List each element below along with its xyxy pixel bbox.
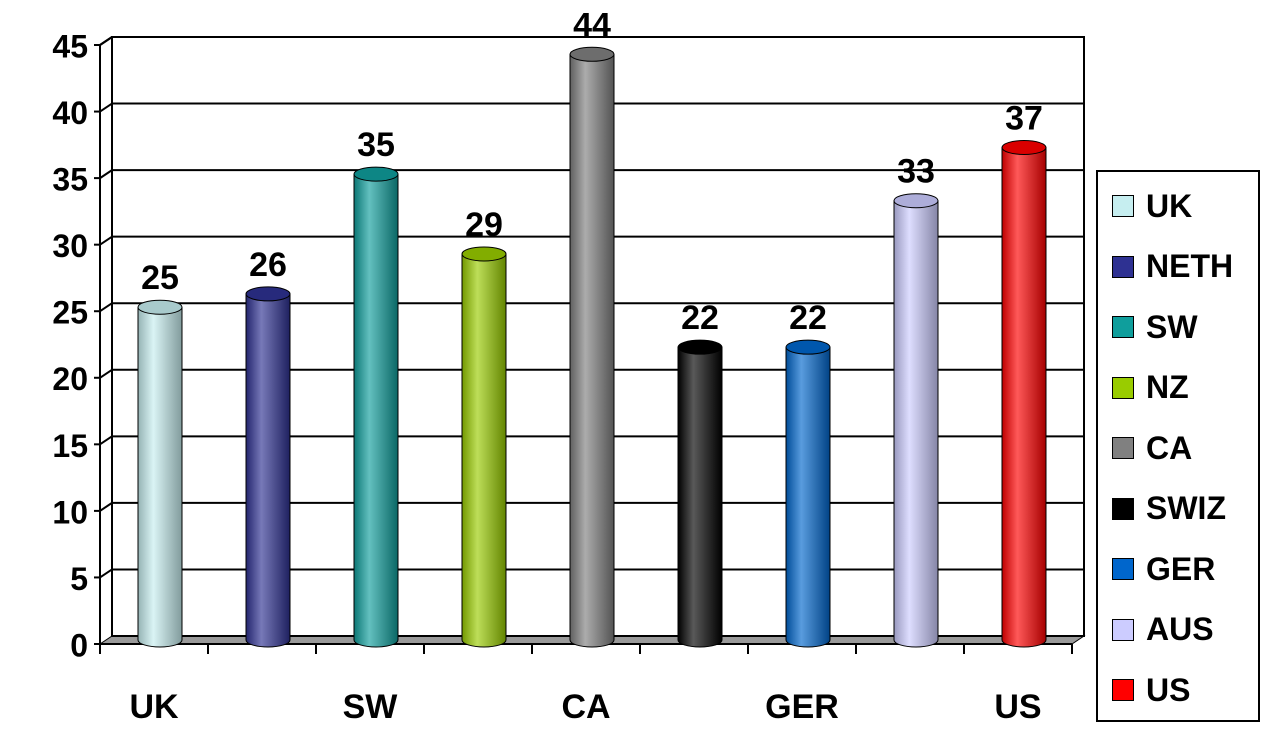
bar-top: [677, 339, 723, 355]
y-tick-label: 30: [52, 228, 88, 264]
bar-ger: [785, 339, 831, 648]
data-label-us: 37: [1005, 99, 1043, 137]
y-axis-ticks: 0 5 10 15 20 25 30 35 40 45: [52, 28, 100, 663]
bar-body: [353, 173, 399, 648]
bar-body: [785, 346, 831, 648]
bar-top: [785, 339, 831, 355]
legend-swatch: [1112, 255, 1134, 278]
legend-item-ger: GER: [1112, 549, 1215, 589]
y-tick-label: 10: [52, 494, 88, 530]
gridline-side: [99, 368, 113, 379]
bar-swiz: [677, 339, 723, 648]
bar-body: [245, 293, 291, 648]
legend-item-ca: CA: [1112, 428, 1192, 468]
bar-body: [461, 253, 507, 648]
gridline-side: [99, 235, 113, 246]
legend-item-sw: SW: [1112, 307, 1198, 347]
legend-label: NZ: [1146, 369, 1189, 405]
x-tick-label-ger: GER: [765, 688, 839, 726]
legend-label: UK: [1146, 187, 1193, 224]
data-label-swiz: 22: [681, 299, 719, 337]
bar-body: [137, 306, 183, 648]
bar-neth: [245, 286, 291, 648]
legend-item-swiz: SWIZ: [1112, 489, 1226, 529]
bar-top: [245, 286, 291, 302]
data-label-uk: 25: [141, 259, 179, 297]
legend-label: US: [1146, 671, 1191, 708]
data-label-ger: 22: [789, 299, 827, 337]
legend-item-aus: AUS: [1112, 610, 1214, 650]
bars: [137, 46, 1047, 648]
gridline-side: [99, 302, 113, 313]
legend-label: CA: [1146, 429, 1193, 466]
x-tick-label-uk: UK: [129, 688, 179, 726]
legend-label: GER: [1146, 550, 1216, 587]
legend-swatch: [1112, 497, 1134, 520]
legend-label: SW: [1146, 308, 1198, 345]
y-tick-label: 20: [52, 361, 88, 397]
bar-ca: [569, 46, 615, 648]
legend-label: AUS: [1146, 611, 1214, 647]
legend-item-us: US: [1112, 670, 1190, 710]
gridline-side: [99, 435, 113, 446]
gridline-side: [99, 102, 113, 113]
y-tick-label: 40: [52, 95, 88, 131]
x-axis-ticks: UK SW CA GER US: [99, 644, 1073, 726]
bar-top: [353, 166, 399, 182]
bar-sw: [353, 166, 399, 648]
legend-item-uk: UK: [1112, 186, 1192, 226]
bar-body: [1001, 146, 1047, 648]
x-tick-label-ca: CA: [561, 688, 610, 726]
legend-swatch: [1112, 316, 1134, 338]
y-tick-label: 45: [52, 28, 88, 64]
y-tick-label: 35: [52, 162, 88, 198]
legend-label: NETH: [1146, 248, 1234, 284]
y-tick-label: 25: [52, 295, 88, 331]
legend-item-nz: NZ: [1112, 368, 1189, 408]
legend-label: SWIZ: [1146, 490, 1226, 526]
gridline-side: [99, 169, 113, 179]
gridline-side: [99, 502, 113, 512]
bar-body: [677, 346, 723, 648]
legend-swatch: [1112, 376, 1134, 399]
legend-swatch: [1112, 558, 1134, 580]
data-labels: 25 26 35 29 44 22 22 33 37: [141, 6, 1043, 337]
data-label-ca: 44: [573, 6, 611, 44]
x-tick-label-us: US: [994, 688, 1041, 726]
bar-nz: [461, 246, 507, 648]
bar-top: [1001, 139, 1047, 155]
legend-item-neth: NETH: [1112, 247, 1233, 287]
bar-top: [137, 299, 183, 315]
legend: UK NETH SW NZ CA SWIZ GER AUS US: [1096, 170, 1260, 722]
data-label-nz: 29: [465, 206, 503, 244]
bar-us: [1001, 139, 1047, 648]
legend-swatch: [1112, 195, 1134, 217]
legend-swatch: [1112, 437, 1134, 459]
bar-top: [461, 246, 507, 262]
gridline-side: [99, 36, 113, 46]
bar-top: [569, 46, 615, 62]
y-tick-label: 5: [70, 561, 88, 597]
data-label-sw: 35: [357, 126, 395, 164]
data-label-neth: 26: [249, 246, 287, 284]
y-tick-label: 15: [52, 428, 88, 464]
bar-aus: [893, 193, 939, 648]
bar-body: [893, 200, 939, 648]
legend-swatch: [1112, 679, 1134, 701]
y-tick-label: 0: [70, 627, 88, 663]
legend-swatch: [1112, 618, 1134, 641]
bar-top: [893, 193, 939, 209]
bar-body: [569, 53, 615, 648]
bar-uk: [137, 299, 183, 648]
gridline-side: [99, 568, 113, 579]
data-label-aus: 33: [897, 153, 935, 191]
x-tick-label-sw: SW: [343, 688, 399, 726]
